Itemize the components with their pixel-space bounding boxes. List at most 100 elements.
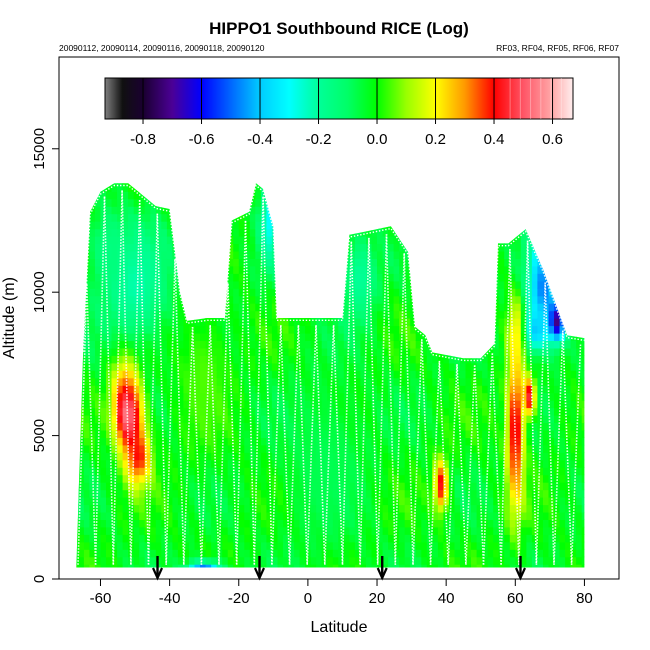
heatmap-cell [360,310,367,319]
heatmap-cell [277,273,284,282]
heatmap-cell [482,280,489,289]
heatmap-cell [509,280,516,289]
heatmap-cell [487,280,494,289]
heatmap-cell [498,347,505,356]
heatmap-cell [426,325,433,334]
heatmap-cell [371,221,378,230]
heatmap-cell [343,400,350,409]
heatmap-cell [155,355,162,364]
heatmap-cell [531,236,538,245]
heatmap-cell [100,437,107,446]
heatmap-cell [316,340,323,349]
heatmap-cell [294,444,301,453]
heatmap-cell [559,556,566,565]
heatmap-cell [200,206,207,215]
heatmap-cell [482,243,489,252]
heatmap-cell [343,474,350,483]
heatmap-cell [76,444,79,453]
heatmap-cell [531,258,538,267]
heatmap-cell [249,459,256,468]
heatmap-cell [377,519,384,528]
heatmap-cell [399,526,406,535]
heatmap-cell [239,572,245,580]
heatmap-cell [172,280,179,289]
heatmap-cell [327,183,334,185]
heatmap-cell [354,236,361,245]
heatmap-cell [548,437,555,446]
heatmap-cell [482,459,489,468]
heatmap-cell [548,325,555,334]
heatmap-cell [310,452,317,461]
heatmap-cell [327,221,334,230]
heatmap-cell [216,414,223,423]
heatmap-cell [76,497,79,506]
heatmap-cell [388,526,395,535]
heatmap-cell [498,467,505,476]
heatmap-cell [76,340,79,349]
heatmap-cell [570,347,577,356]
heatmap-cell [106,541,113,550]
heatmap-cell [531,191,538,200]
heatmap-cell [515,526,522,535]
heatmap-cell [482,288,489,297]
heatmap-cell [410,407,417,416]
heatmap-cell [548,519,555,528]
heatmap-cell [371,377,378,386]
heatmap-cell [200,429,207,438]
heatmap-cell [283,392,290,401]
heatmap-cell [155,228,162,237]
heatmap-cell [260,295,267,304]
heatmap-cell [288,183,295,185]
heatmap-cell [471,511,478,520]
heatmap-cell [443,467,450,476]
heatmap-cell [537,556,544,565]
heatmap-cell [537,549,544,558]
heatmap-cell [520,489,527,498]
heatmap-cell [570,534,577,543]
heatmap-cell [161,556,168,565]
heatmap-cell [454,206,461,215]
heatmap-cell [233,444,240,453]
heatmap-cell [565,422,572,431]
heatmap-cell [321,429,328,438]
heatmap-cell [249,213,256,222]
heatmap-cell [448,325,455,334]
heatmap-cell [487,482,494,491]
heatmap-cell [432,549,439,558]
heatmap-cell [443,482,450,491]
heatmap-cell [565,572,571,580]
heatmap-cell [255,489,262,498]
heatmap-cell [183,511,190,520]
heatmap-cell [504,355,511,364]
heatmap-cell [122,221,129,230]
heatmap-cell [271,564,278,568]
heatmap-cell [548,288,555,297]
heatmap-cell [354,556,361,565]
heatmap-cell [437,370,444,379]
heatmap-cell [283,265,290,274]
heatmap-cell [166,414,173,423]
heatmap-cell [371,370,378,379]
heatmap-cell [183,400,190,409]
heatmap-cell [465,198,472,207]
heatmap-cell [476,280,483,289]
heatmap-cell [310,213,317,222]
heatmap-cell [460,213,467,222]
heatmap-cell [360,377,367,386]
heatmap-cell [211,497,218,506]
heatmap-cell [404,497,411,506]
heatmap-cell [399,169,405,177]
heatmap-cell [349,526,356,535]
heatmap-cell [200,572,206,580]
heatmap-cell [393,467,400,476]
heatmap-cell [332,534,339,543]
heatmap-cell [128,422,135,431]
heatmap-cell [509,534,516,543]
heatmap-cell [299,228,306,237]
heatmap-cell [448,519,455,528]
heatmap-cell [95,169,101,177]
heatmap-cell [83,243,90,252]
heatmap-cell [388,429,395,438]
heatmap-cell [150,437,157,446]
heatmap-cell [177,198,184,207]
